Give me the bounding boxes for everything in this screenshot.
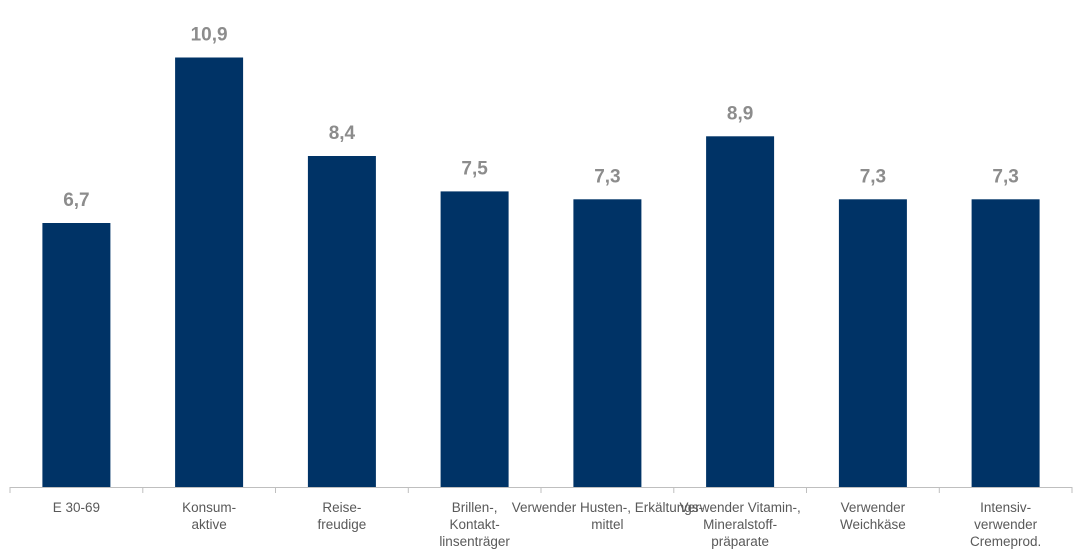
data-label: 8,9 [727,103,753,124]
x-tick-label: Reise-freudige [318,500,367,532]
x-tick-label-line: E 30-69 [53,500,100,515]
x-tick-label-line: Konsum- [182,500,236,515]
bar [838,199,907,488]
x-tick-label-line: Brillen-, [452,500,498,515]
value-labels-group: 6,7 10,9 8,4 7,5 7,3 8,9 7,3 7,3 [63,25,1019,212]
x-tick-label-line: präparate [711,534,769,549]
x-tick-label-line: Cremeprod. [970,534,1041,549]
x-tick-label-line: Reise- [322,500,361,515]
x-tick-label-line: Verwender [841,500,906,515]
x-tick-label: Konsum-aktive [182,500,236,532]
bar [175,57,244,487]
x-tick-label-line: freudige [318,517,367,532]
x-tick-label-line: Kontakt- [449,517,499,532]
x-tick-label: Verwender Husten-, Erkältungs-mittel [512,500,703,532]
data-label: 6,7 [63,190,89,211]
x-tick-label-line: aktive [191,517,226,532]
data-label: 7,3 [860,166,886,187]
data-label: 10,9 [191,25,228,46]
bar [573,199,642,488]
x-tick-label-line: linsenträger [439,534,510,549]
x-tick-label: Intensiv-verwender Cremeprod. [970,500,1041,549]
x-tick-label: Brillen-, Kontakt-linsenträger [439,500,510,549]
x-tick-label-line: Weichkäse [840,517,906,532]
x-tick-label: Verwender Vitamin-, Mineralstoff-präparat… [679,500,800,549]
x-tick-label-line: Mineralstoff- [703,517,777,532]
x-tick-label: E 30-69 [53,500,100,515]
x-tick-label-line: verwender [974,517,1038,532]
data-label: 7,5 [461,158,488,179]
x-tick-label-line: Intensiv- [980,500,1031,515]
x-tick-label: Verwender Weichkäse [840,500,906,532]
x-axis-labels-group: E 30-69 Konsum-aktive Reise-freudige Brille… [53,500,1041,549]
data-label: 7,3 [992,166,1018,187]
bar [706,136,775,488]
data-label: 8,4 [329,123,356,144]
bar [307,156,376,487]
x-tick-label-line: mittel [591,517,623,532]
bar [440,191,509,487]
x-axis-ticks-group [9,487,1073,493]
bar [42,223,111,487]
bar [971,199,1040,488]
x-tick-label-line: Verwender Husten-, Erkältungs- [512,500,703,515]
data-label: 7,3 [594,166,620,187]
x-tick-label-line: Verwender Vitamin-, [679,500,800,515]
bars-group [42,57,1040,488]
